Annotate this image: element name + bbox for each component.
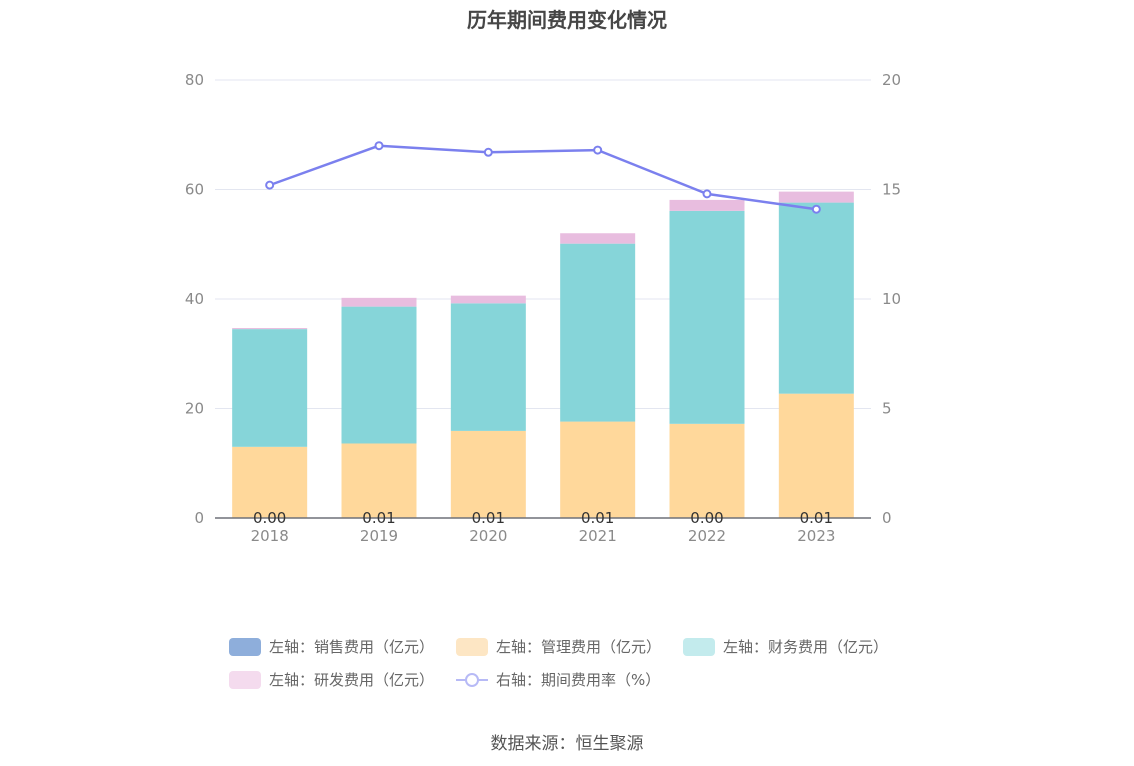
legend-label-sales: 左轴：销售费用（亿元）: [269, 638, 435, 656]
data-label-sales: 0.01: [362, 509, 395, 527]
data-label-sales: 0.01: [800, 509, 833, 527]
bar-admin: [341, 443, 417, 518]
y-right-tick-label: 5: [882, 400, 892, 418]
bar-rd: [669, 199, 745, 211]
grid-lines: [215, 79, 871, 409]
y-left-tick-label: 40: [185, 290, 204, 308]
x-tick-label: 2018: [251, 527, 289, 545]
legend-item-finance[interactable]: 左轴：财务费用（亿元）: [683, 636, 888, 657]
rate-point: [374, 141, 384, 151]
y-right-tick-label: 10: [882, 290, 901, 308]
bar-finance: [232, 329, 308, 447]
bar-finance: [778, 202, 854, 394]
bar-rd: [560, 233, 636, 244]
bar-series: [232, 191, 854, 518]
bar-admin: [450, 430, 526, 518]
legend-swatch-finance: [683, 637, 716, 656]
rate-point: [265, 180, 275, 190]
legend-swatch-admin: [456, 637, 489, 656]
data-source-note: 数据来源：恒生聚源: [490, 734, 644, 754]
legend-swatch-rd: [229, 670, 261, 689]
bar-finance: [560, 243, 636, 422]
bar-admin: [232, 446, 308, 518]
x-tick-label: 2022: [688, 527, 726, 545]
bar-rd: [450, 295, 526, 304]
data-label-sales: 0.01: [472, 509, 505, 527]
bar-finance: [341, 306, 417, 444]
bar-rd: [232, 328, 308, 330]
legend-swatch-rate: [456, 672, 489, 687]
y-right-tick-label: 0: [882, 509, 892, 527]
axes: 0 0 20 5 40 10 60 15 80 20 2018 2019 2020 2021 2022 202…: [185, 71, 901, 545]
bar-rd: [778, 191, 854, 203]
data-label-sales: 0.00: [690, 509, 723, 527]
bar-rd: [341, 297, 417, 307]
legend: 左轴：销售费用（亿元） 左轴：管理费用（亿元） 左轴：财务费用（亿元） 左轴：研…: [229, 630, 929, 696]
legend-swatch-sales: [229, 637, 261, 656]
bar-admin: [560, 421, 636, 518]
x-tick-label: 2021: [579, 527, 617, 545]
rate-point: [811, 204, 821, 214]
y-left-tick-label: 60: [185, 181, 204, 199]
bar-finance: [450, 303, 526, 431]
legend-label-rate: 右轴：期间费用率（%）: [496, 671, 661, 689]
bar-admin: [669, 423, 745, 518]
legend-item-rate[interactable]: 右轴：期间费用率（%）: [456, 669, 660, 690]
bar-admin: [778, 393, 854, 518]
bar-finance: [669, 210, 745, 424]
rate-point: [483, 147, 493, 157]
data-label-sales: 0.00: [253, 509, 286, 527]
data-labels: 0.00 0.01 0.01 0.01 0.00 0.01: [253, 509, 833, 527]
legend-item-admin[interactable]: 左轴：管理费用（亿元）: [456, 636, 661, 657]
x-tick-label: 2023: [797, 527, 835, 545]
rate-line: [269, 144, 817, 211]
x-tick-label: 2019: [360, 527, 398, 545]
y-right-tick-label: 15: [882, 181, 901, 199]
chart-title: 历年期间费用变化情况: [467, 8, 667, 32]
y-left-tick-label: 20: [185, 400, 204, 418]
legend-item-sales[interactable]: 左轴：销售费用（亿元）: [229, 636, 434, 657]
rate-line-series: [265, 141, 821, 214]
legend-label-rd: 左轴：研发费用（亿元）: [269, 671, 435, 689]
data-label-sales: 0.01: [581, 509, 614, 527]
y-right-tick-label: 20: [882, 71, 901, 89]
rate-point: [702, 189, 712, 199]
legend-item-rd[interactable]: 左轴：研发费用（亿元）: [229, 669, 434, 690]
legend-label-admin: 左轴：管理费用（亿元）: [496, 638, 662, 656]
y-left-tick-label: 0: [194, 509, 204, 527]
y-left-tick-label: 80: [185, 71, 204, 89]
legend-label-finance: 左轴：财务费用（亿元）: [723, 638, 889, 656]
rate-point: [593, 145, 603, 155]
x-tick-label: 2020: [469, 527, 507, 545]
